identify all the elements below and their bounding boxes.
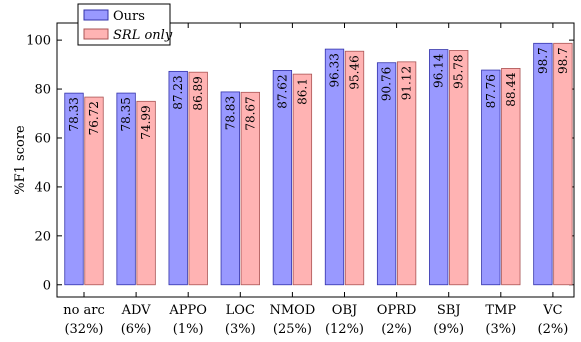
y-tick-label: 20 (34, 229, 51, 244)
bar-value-label: 90.76 (380, 67, 394, 101)
bar-value-label: 76.72 (87, 101, 101, 135)
bar-value-label: 96.33 (328, 53, 342, 87)
bar-ours (220, 91, 240, 286)
bars: 78.33 76.72 78.35 74.99 87.23 86.89 78.83 78.67… (64, 42, 573, 286)
y-axis-label: %F1 score (13, 125, 28, 195)
bar-srl-only (84, 96, 104, 286)
x-category-label: VC (542, 303, 562, 318)
bar-value-label: 91.12 (400, 66, 414, 100)
y-tick-label: 40 (34, 180, 51, 195)
bar-ours (168, 70, 188, 286)
x-category-label: OBJ (332, 303, 357, 318)
bar-srl-only (396, 61, 417, 286)
bar-value-label: 87.76 (484, 74, 498, 108)
bar-ours (533, 42, 553, 286)
bar-value-label: 87.62 (275, 74, 289, 108)
legend: Ours SRL only (77, 3, 173, 46)
x-category-label: APPO (168, 303, 207, 318)
bar-ours (116, 92, 136, 286)
bar-value-label: 96.14 (432, 53, 446, 88)
bar-value-label: 87.23 (171, 75, 185, 109)
x-category-label: TMP (485, 303, 516, 318)
bar-srl-only (344, 50, 365, 286)
legend-label-srl-only: SRL only (113, 28, 173, 43)
x-category-share-label: (32%) (64, 322, 103, 337)
y-tick-label: 60 (34, 131, 51, 146)
bar-srl-only (553, 42, 573, 286)
bar-value-label: 78.83 (223, 96, 237, 130)
bar-value-label: 74.99 (139, 105, 153, 139)
x-category-share-label: (3%) (485, 322, 516, 337)
bar-value-label: 86.1 (295, 78, 309, 105)
bar-value-label: 88.44 (504, 72, 518, 107)
legend-swatch-ours (83, 9, 109, 21)
bar-value-label: 95.78 (452, 54, 466, 88)
bar-value-label: 78.35 (119, 97, 133, 131)
bar-srl-only (501, 68, 521, 286)
bar-srl-only (449, 50, 469, 286)
x-category-label: ADV (121, 303, 152, 318)
x-category-label: LOC (226, 303, 255, 318)
bar-value-label: 98.7 (536, 47, 550, 74)
bar-value-label: 95.46 (348, 55, 362, 89)
bar-srl-only (188, 71, 208, 286)
legend-label-ours: Ours (113, 9, 145, 24)
x-axis: no arc (32%) ADV (6%) APPO (1%) LOC (3%) NMOD (25… (63, 23, 568, 337)
x-category-label: NMOD (270, 303, 316, 318)
y-tick-label: 0 (43, 278, 51, 293)
bar-ours (272, 70, 293, 286)
x-category-label: no arc (63, 303, 105, 318)
bar-ours (324, 48, 345, 286)
y-tick-label: 80 (34, 83, 51, 98)
bar-ours (429, 49, 449, 286)
bar-ours (376, 62, 397, 286)
plot-frame (56, 22, 575, 298)
x-category-share-label: (6%) (121, 322, 152, 337)
legend-swatch-srl-only (83, 28, 109, 40)
x-category-share-label: (12%) (325, 322, 364, 337)
y-tick-label: 100 (26, 34, 51, 49)
bar-ours (481, 69, 501, 286)
x-category-share-label: (3%) (225, 322, 256, 337)
bar-value-label: 86.89 (191, 76, 205, 110)
x-category-share-label: (9%) (433, 322, 464, 337)
x-category-share-label: (25%) (273, 322, 312, 337)
x-category-share-label: (2%) (381, 322, 412, 337)
bar-value-label: 78.33 (67, 97, 81, 131)
x-category-share-label: (1%) (173, 322, 204, 337)
bar-ours (64, 92, 84, 286)
bar-srl-only (136, 100, 156, 286)
bar-srl-only (240, 91, 260, 286)
bar-value-label: 78.67 (243, 96, 257, 130)
bar-value-label: 98.7 (556, 47, 570, 74)
bar-srl-only (292, 73, 313, 286)
x-category-label: OPRD (377, 303, 417, 318)
x-category-share-label: (2%) (538, 322, 569, 337)
x-category-label: SBJ (437, 303, 461, 318)
